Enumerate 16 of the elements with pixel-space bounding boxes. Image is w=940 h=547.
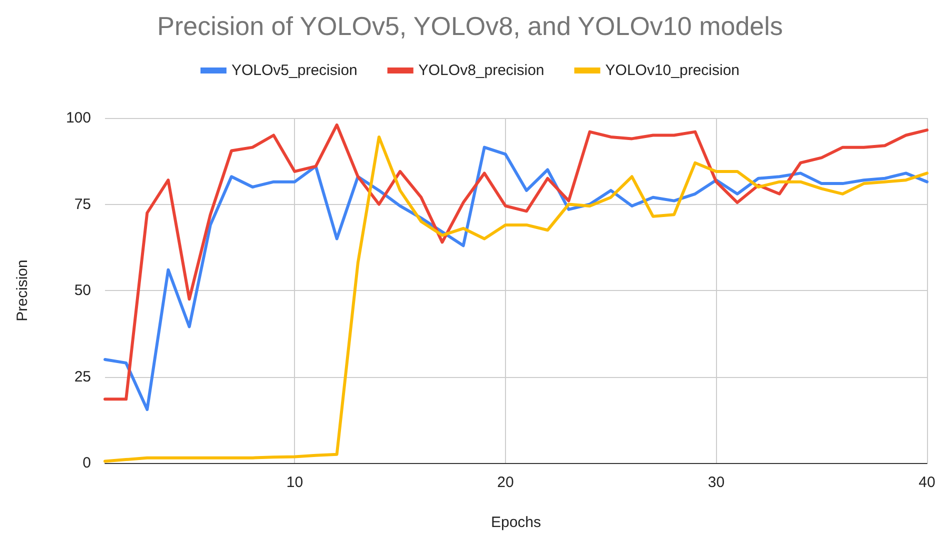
x-axis-title: Epochs xyxy=(490,514,542,531)
legend-label: YOLOv10_precision xyxy=(605,62,740,79)
y-tick-label: 50 xyxy=(74,282,91,299)
x-tick-label: 20 xyxy=(497,474,514,491)
legend-label: YOLOv8_precision xyxy=(418,62,544,79)
x-tick-label: 30 xyxy=(708,474,725,491)
x-tick-label: 40 xyxy=(918,474,936,491)
y-tick-label: 25 xyxy=(74,368,91,386)
line-series xyxy=(104,135,928,463)
y-tick-label: 100 xyxy=(66,110,91,126)
chart-title: Precision of YOLOv5, YOLOv8, and YOLOv10 models xyxy=(157,11,783,41)
legend-label: YOLOv5_precision xyxy=(231,62,358,79)
y-tick-label: 75 xyxy=(74,196,91,213)
x-tick-label: 10 xyxy=(286,474,304,491)
y-axis-title: Precision xyxy=(14,260,31,322)
y-tick-label: 0 xyxy=(82,454,91,472)
